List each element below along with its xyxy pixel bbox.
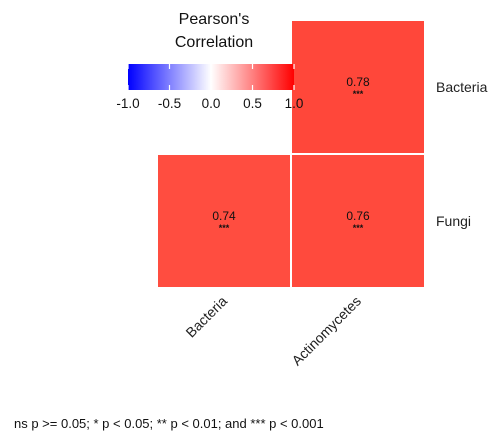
legend-title-line-1: Pearson's: [179, 11, 250, 28]
heatmap-cell: 0.74***: [156, 153, 292, 289]
heatmap-cell-rect: [290, 19, 426, 155]
heatmap-cells: 0.78***0.74***0.76***: [156, 19, 426, 289]
heatmap-cell: 0.76***: [290, 153, 426, 289]
y-tick-label: Bacteria: [436, 79, 488, 95]
cell-value-label: 0.76: [346, 209, 370, 223]
heatmap-cell: 0.78***: [290, 19, 426, 155]
color-legend: Pearson's Correlation -1.0 -0.5 0.0 0.5 1.0: [116, 11, 303, 111]
cell-value-label: 0.74: [212, 209, 236, 223]
cell-significance-label: ***: [353, 223, 364, 233]
legend-tick-label: 1.0: [285, 96, 304, 111]
y-axis-labels: Bacteria Fungi: [436, 79, 488, 229]
legend-tick-label: 0.5: [243, 96, 262, 111]
legend-tick-label: -1.0: [116, 96, 139, 111]
significance-caption: ns p >= 0.05; * p < 0.05; ** p < 0.01; a…: [14, 416, 324, 431]
heatmap-cell-rect: [156, 153, 292, 289]
x-tick-label: Actinomycetes: [288, 293, 364, 369]
heatmap-cell-rect: [290, 153, 426, 289]
legend-title-line-2: Correlation: [175, 34, 253, 51]
legend-tick-label: 0.0: [202, 96, 221, 111]
cell-value-label: 0.78: [346, 75, 370, 89]
x-tick-label: Bacteria: [182, 293, 230, 341]
legend-tick-label: -0.5: [158, 96, 181, 111]
y-tick-label: Fungi: [436, 213, 471, 229]
cell-significance-label: ***: [353, 89, 364, 99]
x-axis-labels: Bacteria Actinomycetes: [182, 293, 364, 369]
legend-ticks: -1.0 -0.5 0.0 0.5 1.0: [116, 64, 303, 111]
cell-significance-label: ***: [219, 223, 230, 233]
